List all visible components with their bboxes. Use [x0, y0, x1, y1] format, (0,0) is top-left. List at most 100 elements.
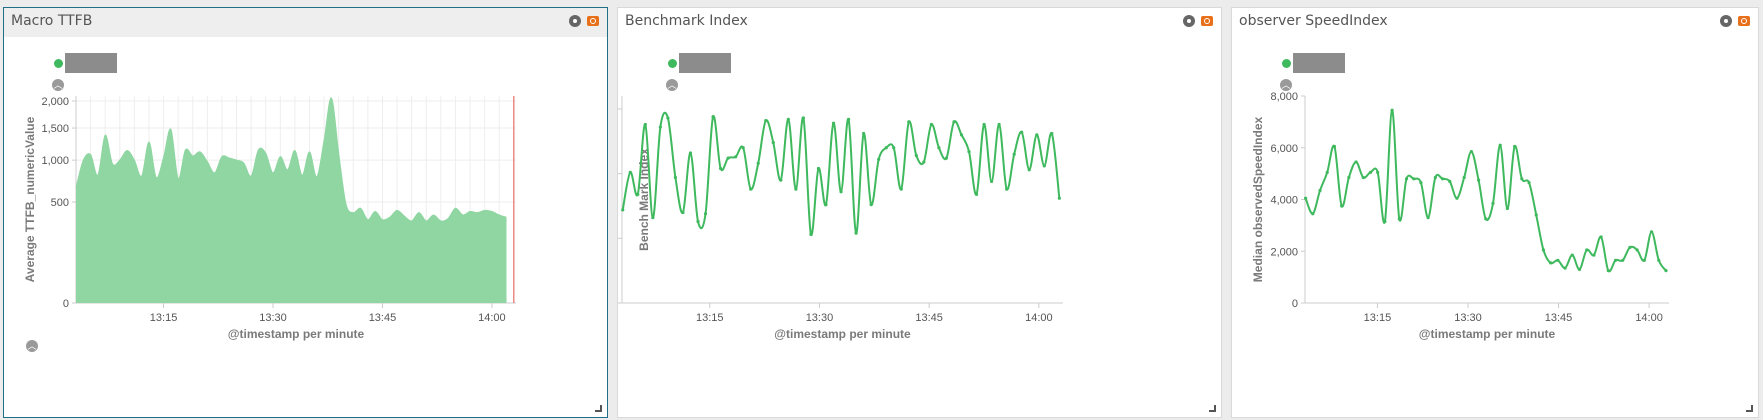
gear-icon[interactable] [569, 15, 581, 27]
x-axis-label: @timestamp per minute [1419, 327, 1556, 341]
x-tick-label: 13:15 [1364, 312, 1392, 324]
data-point [703, 212, 708, 216]
data-point [1354, 160, 1358, 164]
y-tick-label: 500 [51, 197, 69, 209]
data-point [651, 216, 655, 220]
chevron-up-icon[interactable]: ︿ [1280, 79, 1292, 91]
panel-benchmark-index[interactable]: Benchmark Index ︿ 05001,0001,50013:1513:… [617, 7, 1222, 418]
data-point [1657, 258, 1661, 262]
series-line [75, 97, 507, 222]
data-point [1556, 258, 1560, 262]
data-point [1577, 267, 1582, 271]
data-point [666, 116, 670, 120]
data-point [854, 231, 858, 235]
data-point [726, 156, 730, 160]
data-point [929, 122, 933, 127]
series-dot-icon [1282, 58, 1291, 68]
data-point [779, 178, 783, 182]
data-point [1498, 143, 1502, 147]
data-point [756, 161, 760, 165]
x-tick-label: 13:30 [806, 312, 834, 324]
x-tick-label: 13:45 [369, 312, 397, 324]
data-point [1340, 204, 1344, 208]
x-tick-label: 13:15 [696, 312, 724, 324]
data-point [801, 116, 805, 120]
y-tick-label: 6,000 [1270, 143, 1298, 155]
data-point [794, 187, 798, 191]
legend[interactable] [668, 53, 731, 73]
data-point [846, 117, 851, 121]
panel-header: Benchmark Index [618, 8, 1221, 37]
data-point [1426, 216, 1430, 220]
data-point [711, 115, 715, 119]
legend[interactable] [1282, 53, 1345, 73]
x-tick-label: 13:15 [150, 312, 178, 324]
data-point [1376, 170, 1380, 174]
data-point [643, 122, 647, 127]
camera-icon[interactable] [1738, 16, 1750, 26]
data-point [1397, 217, 1401, 221]
data-point [952, 120, 956, 124]
data-point [1057, 196, 1061, 200]
data-point [764, 118, 768, 123]
data-point [877, 157, 881, 161]
data-point [937, 146, 941, 150]
data-point [1347, 175, 1351, 180]
data-point [1390, 108, 1394, 112]
data-point [1332, 144, 1337, 149]
data-point [1005, 187, 1009, 191]
y-tick-label: 0 [1292, 298, 1298, 310]
data-point [1649, 230, 1654, 234]
data-point [688, 151, 693, 155]
gear-icon[interactable] [1720, 15, 1732, 27]
y-tick-label: 0 [63, 298, 69, 310]
gear-icon[interactable] [1183, 15, 1195, 27]
data-point [1462, 175, 1466, 180]
legend-label-redacted [1293, 53, 1345, 73]
chevron-up-icon[interactable]: ︿ [52, 79, 64, 91]
x-tick-label: 13:30 [1454, 312, 1482, 324]
data-point [1599, 235, 1603, 239]
data-point [1520, 177, 1524, 181]
chevron-up-icon[interactable]: ︿ [666, 79, 678, 91]
resize-handle[interactable] [1209, 405, 1216, 412]
chart-macro-ttfb: 0 500 1,000 1,500 2,000 13:15 13:30 13:45 14:00 @… [23, 96, 516, 341]
data-point [914, 153, 918, 158]
data-point [974, 192, 979, 196]
data-point [1606, 269, 1610, 273]
data-point [959, 133, 964, 137]
data-point [734, 155, 738, 159]
data-point [696, 219, 700, 224]
data-point [1440, 177, 1445, 181]
data-point [1549, 261, 1553, 265]
data-point [824, 203, 828, 207]
data-point [1404, 177, 1409, 181]
resize-handle[interactable] [1746, 405, 1753, 412]
data-point [1042, 164, 1046, 168]
data-point [997, 122, 1001, 127]
camera-icon[interactable] [1201, 16, 1213, 26]
camera-icon[interactable] [587, 16, 599, 26]
data-point [839, 190, 843, 194]
x-tick-label: 14:00 [1635, 312, 1663, 324]
data-point [1383, 219, 1387, 224]
data-point [1469, 150, 1473, 154]
data-point [1534, 213, 1538, 217]
x-axis-label: @timestamp per minute [228, 327, 365, 341]
data-point [1563, 266, 1567, 270]
legend[interactable] [54, 53, 117, 73]
y-tick-label: 4,000 [1270, 195, 1298, 207]
panel-macro-ttfb[interactable]: Macro TTFB ︿ 0 500 1,000 1,500 2,000 13:15 13:… [3, 7, 608, 418]
data-point [1035, 133, 1039, 137]
data-point [786, 117, 790, 121]
data-point [1570, 253, 1574, 257]
data-point [1505, 206, 1510, 211]
data-point [982, 122, 986, 127]
panel-observer-speedindex[interactable]: observer SpeedIndex ︿ 0 2,000 4,000 6,000 8,… [1231, 7, 1759, 418]
data-point [1455, 196, 1459, 200]
data-point [1412, 177, 1416, 181]
chevron-up-icon[interactable]: ︿ [26, 340, 38, 352]
series-line [621, 111, 1061, 236]
resize-handle[interactable] [595, 405, 602, 412]
data-point [892, 146, 896, 150]
